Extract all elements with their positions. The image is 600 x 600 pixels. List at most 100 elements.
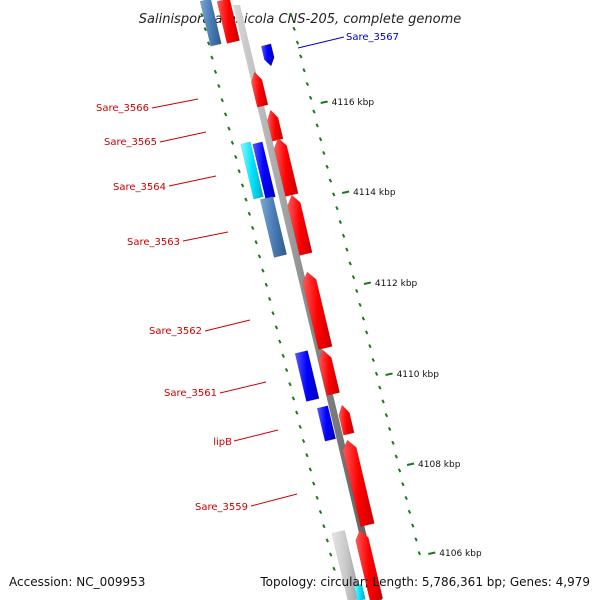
inner-guide-dot — [278, 339, 282, 344]
gene-label[interactable]: Sare_3564 — [113, 182, 166, 193]
kbp-tick-mark — [320, 100, 328, 104]
inner-guide-dot — [254, 240, 258, 245]
outer-guide-dot — [348, 261, 352, 266]
gene-label[interactable]: lipB — [213, 437, 232, 448]
gene-label[interactable]: Sare_3563 — [127, 237, 180, 248]
kbp-tick-label: 4110 kbp — [397, 370, 440, 380]
forward-gene[interactable] — [355, 529, 384, 600]
reverse-gene[interactable] — [260, 43, 275, 67]
gene-label[interactable]: Sare_3559 — [195, 502, 248, 513]
gene-label-leader — [168, 175, 217, 187]
outer-guide-dot — [295, 40, 300, 45]
inner-guide-dot — [227, 126, 231, 131]
gene-label-leader — [250, 493, 298, 507]
kbp-tick-mark — [363, 281, 372, 285]
reverse-gene[interactable] — [316, 405, 337, 442]
inner-guide-dot — [281, 353, 285, 358]
outer-guide-dot — [308, 95, 313, 100]
outer-guide-dot — [328, 178, 333, 183]
forward-gene[interactable] — [338, 404, 355, 436]
outer-guide-dot — [355, 288, 359, 294]
forward-gene[interactable] — [302, 271, 333, 350]
outer-guide-dot — [302, 68, 306, 73]
outer-guide-dot — [341, 233, 346, 238]
outer-guide-dot — [345, 247, 349, 252]
inner-guide-dot — [308, 467, 313, 472]
inner-guide-dot — [291, 396, 296, 401]
cyan-gene[interactable] — [240, 141, 264, 200]
inner-guide-dot — [332, 566, 336, 571]
outer-guide-dot — [312, 109, 316, 114]
gene-label[interactable]: Sare_3566 — [96, 103, 149, 114]
inner-guide-dot — [325, 538, 329, 543]
outer-guide-dot — [338, 219, 342, 225]
outer-guide-dot — [414, 537, 418, 542]
outer-guide-dot — [378, 385, 382, 390]
reverse-gene[interactable] — [252, 141, 276, 200]
genome-summary-text: Topology: circular; Length: 5,786,361 bp… — [259, 575, 590, 589]
inner-guide-dot — [203, 27, 207, 32]
outer-guide-dot — [397, 468, 402, 473]
inner-guide-dot — [247, 211, 252, 216]
forward-gene[interactable] — [287, 194, 313, 256]
outer-guide-dot — [315, 123, 319, 128]
kbp-ticks: 4116 kbp 4114 kbp 4112 kbp 4110 kbp 4108 kbp… — [320, 98, 482, 559]
inner-guide-dot — [284, 367, 289, 373]
kbp-tick-mark — [428, 551, 436, 555]
outer-guide-dot — [394, 454, 398, 459]
outer-guide-dot — [322, 150, 326, 156]
inner-guide-dot — [305, 453, 309, 458]
inner-guide-dot — [234, 154, 238, 160]
gene-label-leader — [182, 231, 229, 242]
outer-guide-dot — [371, 357, 375, 363]
gene-label-leader — [297, 36, 345, 49]
gene-label-leader — [219, 381, 267, 394]
outer-guide-dot — [387, 426, 392, 432]
forward-gene[interactable] — [251, 71, 269, 108]
steel-gene[interactable] — [259, 196, 288, 258]
outer-guide-dot — [404, 495, 408, 501]
inner-guide-dot — [301, 438, 306, 444]
reverse-gene[interactable] — [294, 350, 320, 402]
kbp-tick-label: 4112 kbp — [375, 279, 418, 289]
outer-guide-dot — [289, 12, 293, 18]
dotted-guides — [200, 12, 422, 571]
outer-guide-dot — [358, 302, 362, 307]
outer-guide-dot — [361, 316, 366, 321]
forward-gene[interactable] — [342, 439, 375, 527]
inner-guide-dot — [251, 225, 255, 231]
gene-features — [199, 0, 384, 600]
inner-guide-dot — [298, 424, 302, 429]
outer-guide-dot — [305, 81, 310, 87]
kbp-tick-mark — [341, 190, 350, 194]
outer-guide-dot — [417, 551, 422, 556]
forward-gene[interactable] — [273, 137, 299, 197]
kbp-tick-label: 4108 kbp — [418, 460, 461, 470]
forward-gene[interactable] — [318, 349, 341, 396]
cyan-gene[interactable] — [353, 583, 366, 600]
outer-guide-dot — [325, 164, 329, 169]
inner-guide-dot — [261, 268, 265, 273]
outer-guide-dot — [292, 26, 296, 31]
outer-guide-dot — [401, 482, 405, 487]
inner-guide-dot — [288, 382, 292, 387]
outer-guide-dot — [351, 275, 356, 280]
gene-label[interactable]: Sare_3562 — [149, 326, 202, 337]
outer-guide-dot — [391, 440, 395, 445]
kbp-tick-label: 4106 kbp — [439, 549, 482, 559]
gene-label[interactable]: Sare_3567 — [346, 32, 399, 43]
inner-guide-dot — [274, 325, 279, 330]
reverse-gene[interactable] — [199, 0, 222, 47]
inner-guide-dot — [240, 183, 245, 188]
inner-guide-dot — [318, 509, 323, 515]
outer-guide-dot — [299, 54, 303, 59]
forward-gene[interactable] — [216, 0, 241, 44]
gene-label[interactable]: Sare_3561 — [164, 388, 217, 399]
gene-label[interactable]: Sare_3565 — [104, 137, 157, 148]
outer-guide-dot — [411, 523, 415, 528]
outer-guide-dot — [332, 192, 336, 197]
gene-label-leader — [151, 98, 199, 109]
inner-guide-dot — [271, 311, 275, 316]
outer-guide-dot — [374, 371, 379, 376]
